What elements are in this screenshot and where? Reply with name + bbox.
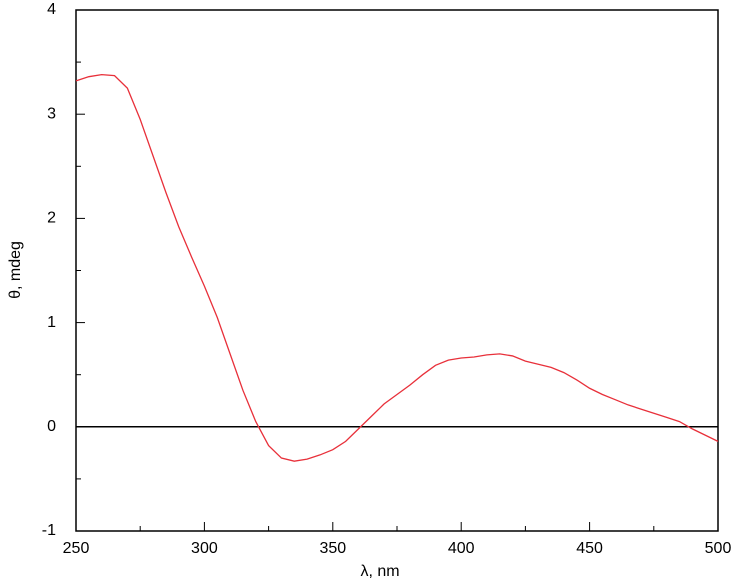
data-line xyxy=(75,73,719,462)
x-tick-label: 500 xyxy=(705,540,732,557)
x-tick-label: 300 xyxy=(191,540,218,557)
x-tick-label: 250 xyxy=(63,540,90,557)
y-tick-label: -1 xyxy=(42,522,56,539)
y-axis-label: θ, mdeg xyxy=(7,241,24,299)
plot-frame xyxy=(75,9,719,532)
y-tick-label: 0 xyxy=(47,418,56,435)
y-tick-label: 4 xyxy=(47,1,56,18)
x-tick-label: 400 xyxy=(448,540,475,557)
x-tick-label: 350 xyxy=(319,540,346,557)
y-tick-label: 3 xyxy=(47,105,56,122)
y-tick-label: 2 xyxy=(47,210,56,227)
x-axis-label: λ, nm xyxy=(360,563,399,580)
y-tick-label: 1 xyxy=(47,314,56,331)
x-tick-label: 450 xyxy=(576,540,603,557)
